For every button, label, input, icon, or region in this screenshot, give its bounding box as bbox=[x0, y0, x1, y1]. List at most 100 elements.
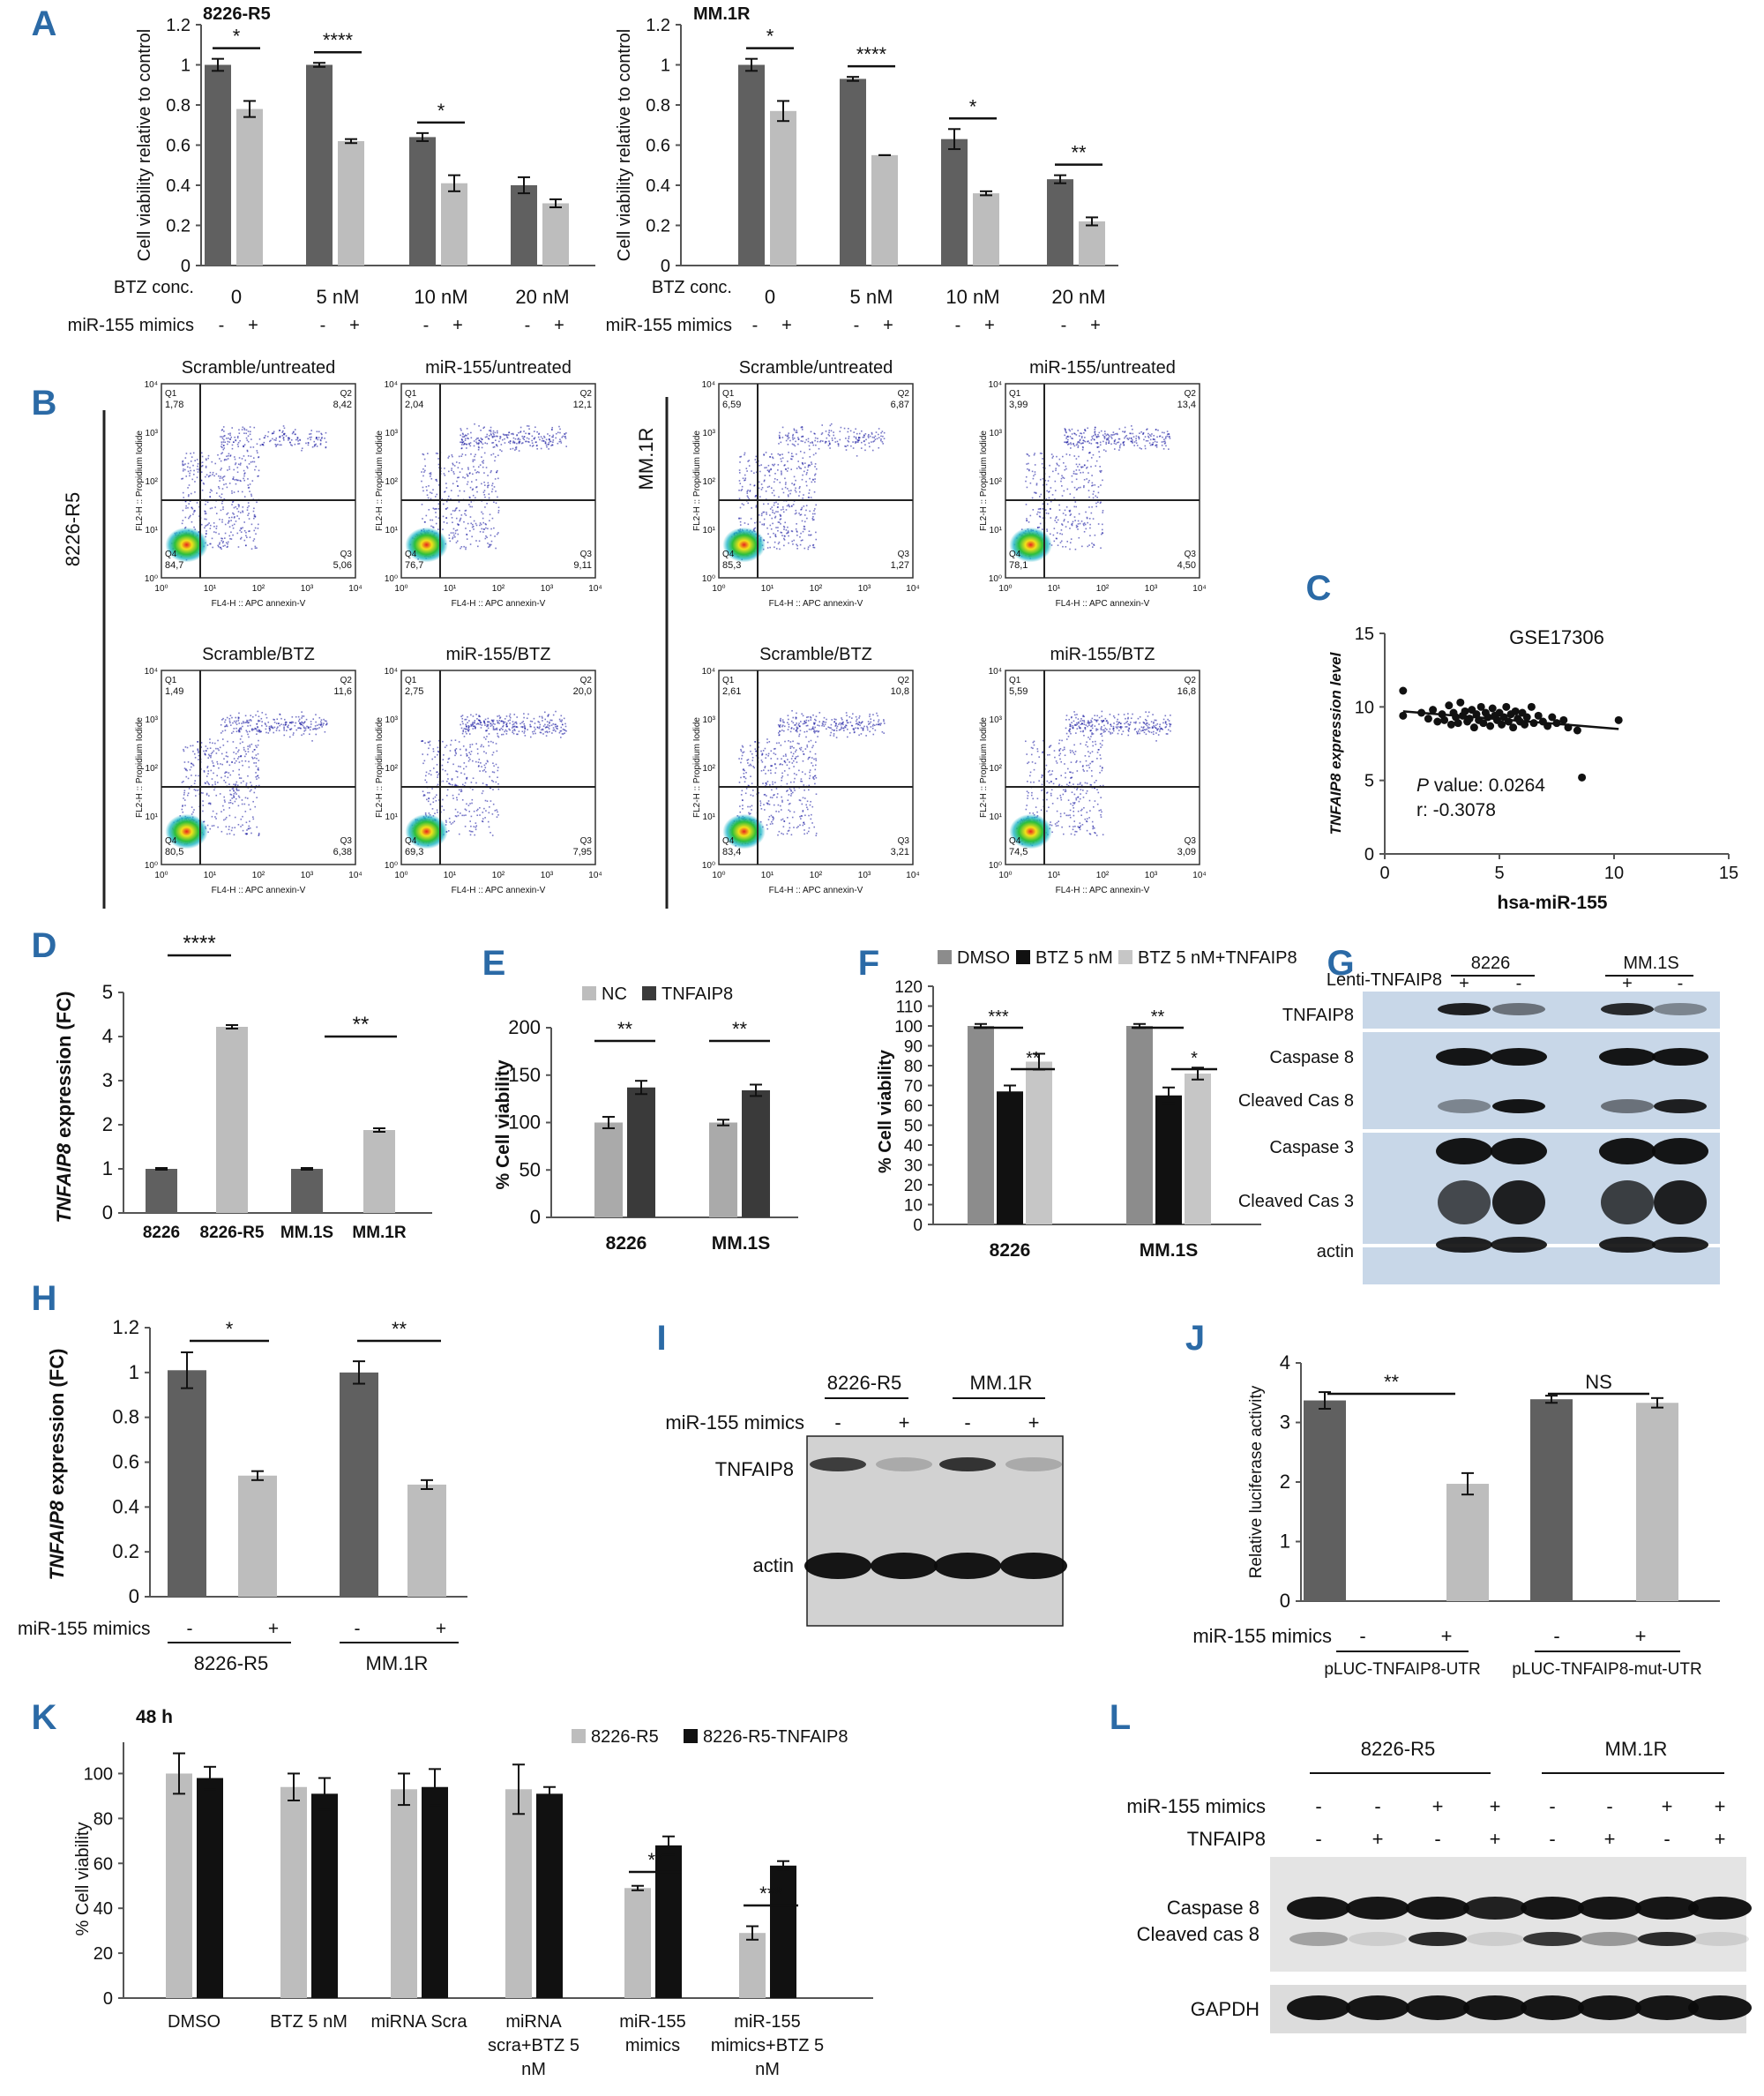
flow-event bbox=[559, 428, 561, 430]
flow-event bbox=[450, 532, 452, 534]
flow-event bbox=[235, 789, 238, 790]
flow-event bbox=[235, 791, 236, 794]
flow-event bbox=[290, 728, 293, 730]
flow-event bbox=[483, 722, 486, 724]
x-tick-label: 10⁰ bbox=[394, 871, 407, 880]
flow-event bbox=[242, 764, 243, 767]
flow-event bbox=[508, 715, 511, 717]
flow-event bbox=[547, 726, 549, 729]
flow-event bbox=[196, 502, 198, 504]
flow-event bbox=[454, 509, 457, 511]
flow-event bbox=[264, 722, 266, 724]
flow-event bbox=[447, 498, 449, 500]
flow-event bbox=[215, 473, 218, 475]
flow-event bbox=[484, 523, 487, 525]
flow-event bbox=[283, 718, 286, 721]
flow-event bbox=[754, 521, 756, 524]
flow-event bbox=[321, 433, 323, 436]
quadrant-value: 12,1 bbox=[573, 400, 592, 410]
flow-event bbox=[422, 453, 424, 455]
flow-event bbox=[509, 719, 512, 722]
flow-event bbox=[250, 715, 252, 716]
flow-event bbox=[788, 490, 790, 492]
flow-event bbox=[313, 445, 316, 447]
flow-event bbox=[227, 440, 229, 443]
flow-event bbox=[305, 718, 308, 721]
bar bbox=[770, 110, 796, 266]
flow-event bbox=[529, 723, 531, 726]
flow-event bbox=[470, 815, 473, 818]
flow-event bbox=[243, 445, 244, 447]
flow-event bbox=[235, 478, 237, 481]
flow-event bbox=[201, 452, 203, 454]
flow-event bbox=[761, 486, 764, 489]
flow-event bbox=[788, 505, 790, 507]
flow-event bbox=[251, 730, 253, 731]
flow-event bbox=[212, 752, 213, 753]
flow-event bbox=[471, 744, 474, 745]
flow-event bbox=[497, 788, 500, 790]
flow-event bbox=[258, 731, 261, 733]
flow-event bbox=[217, 739, 219, 742]
sign-label: + bbox=[883, 316, 893, 335]
flow-event bbox=[498, 722, 500, 724]
flow-event bbox=[454, 783, 457, 786]
flow-event bbox=[190, 766, 192, 768]
flow-event bbox=[230, 531, 232, 534]
flow-event bbox=[447, 778, 449, 780]
y-tick-label: 10⁴ bbox=[145, 667, 158, 677]
flow-event bbox=[325, 723, 327, 726]
flow-event bbox=[195, 795, 197, 797]
flow-event bbox=[456, 507, 458, 509]
flow-event bbox=[242, 426, 244, 429]
flow-event bbox=[317, 438, 319, 441]
flow-event bbox=[207, 831, 209, 834]
flow-event bbox=[227, 740, 228, 743]
row-label-btz: BTZ conc. bbox=[652, 278, 732, 297]
flow-event bbox=[238, 505, 240, 508]
flow-event bbox=[454, 749, 456, 751]
flow-event bbox=[509, 713, 512, 715]
flow-event bbox=[265, 716, 268, 719]
quadrant-value: 7,95 bbox=[573, 847, 592, 857]
flow-event bbox=[500, 727, 503, 730]
y-tick-label: 10⁴ bbox=[385, 667, 398, 677]
flow-event bbox=[839, 430, 841, 432]
flow-event bbox=[469, 445, 472, 447]
flow-event bbox=[446, 773, 449, 775]
flow-event bbox=[228, 807, 231, 809]
flow-event bbox=[225, 459, 228, 460]
flow-event bbox=[488, 721, 490, 723]
flow-event bbox=[273, 718, 274, 721]
flow-event bbox=[278, 730, 280, 732]
flow-event bbox=[491, 517, 494, 520]
flow-event bbox=[256, 443, 258, 445]
flow-event bbox=[488, 493, 490, 495]
flow-event bbox=[429, 769, 431, 772]
flow-event bbox=[220, 548, 222, 550]
flow-event bbox=[257, 768, 259, 771]
flow-event bbox=[206, 459, 207, 461]
flow-event bbox=[519, 430, 522, 432]
flow-event bbox=[182, 805, 184, 806]
flow-event bbox=[226, 833, 228, 835]
flow-event bbox=[189, 475, 191, 477]
flow-event bbox=[476, 490, 478, 493]
flow-event bbox=[477, 443, 480, 445]
flow-event bbox=[248, 804, 250, 806]
flow-event bbox=[547, 715, 549, 717]
flow-event bbox=[560, 726, 563, 729]
flow-event bbox=[488, 484, 490, 486]
group-label: 10 nM bbox=[414, 286, 467, 308]
flow-event bbox=[746, 470, 748, 472]
flow-event bbox=[477, 761, 480, 763]
flow-event bbox=[194, 460, 197, 462]
flow-event bbox=[482, 466, 484, 468]
flow-event bbox=[505, 733, 508, 735]
flow-event bbox=[234, 800, 236, 803]
flow-event bbox=[508, 431, 510, 434]
flow-event bbox=[229, 432, 231, 435]
flow-event bbox=[787, 436, 789, 438]
flow-event bbox=[254, 468, 256, 471]
flow-event bbox=[523, 438, 526, 441]
